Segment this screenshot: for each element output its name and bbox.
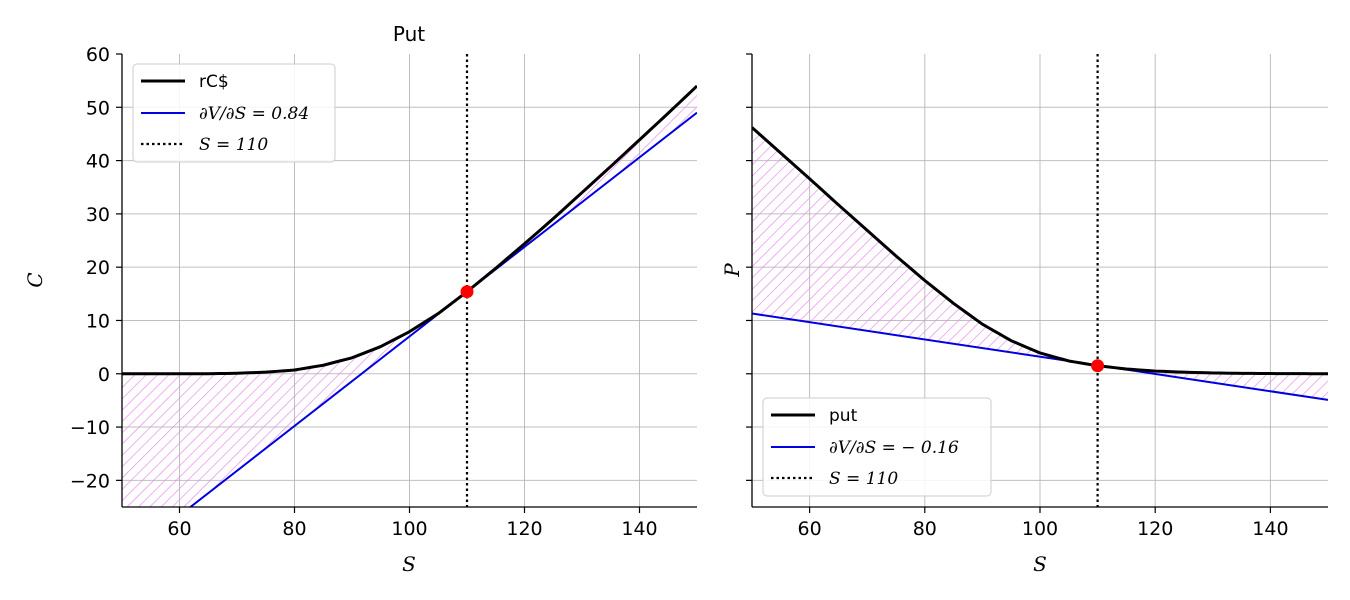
- legend-label-vline: S = 110: [199, 135, 268, 155]
- chart-title: Put: [393, 22, 425, 46]
- x-axis-label: S: [402, 552, 416, 576]
- hatched-region: [752, 127, 1328, 400]
- plot-area: [752, 54, 1328, 507]
- x-tick-label: 140: [621, 518, 657, 540]
- y-axis-label: P: [720, 263, 744, 278]
- tangent-point: [460, 285, 474, 299]
- x-tick-label: 140: [1252, 518, 1288, 540]
- x-tick-label: 60: [798, 518, 822, 540]
- tangent-point: [1091, 359, 1105, 373]
- x-axis-label: S: [1033, 552, 1047, 576]
- y-tick-label: 50: [86, 97, 110, 119]
- y-tick-label: 30: [86, 204, 110, 226]
- x-tick-label: 120: [506, 518, 542, 540]
- x-tick-label: 80: [282, 518, 306, 540]
- y-tick-label: 20: [86, 257, 110, 279]
- y-tick-label: −20: [70, 470, 110, 492]
- call-chart-panel: Put 60 80 100 120 140 −20 −10 0 10 20 30 40 50 60 S …: [23, 22, 697, 576]
- y-tick-marks: [746, 53, 752, 481]
- legend-label-curve: rC$: [199, 72, 229, 92]
- put-chart-panel: 60 80 100 120 140 S P put ∂V/∂S = − 0.16 S =…: [720, 53, 1328, 576]
- legend-label-curve: put: [829, 406, 858, 426]
- legend-label-tangent: ∂V/∂S = 0.84: [199, 104, 309, 124]
- x-tick-label: 120: [1137, 518, 1173, 540]
- y-tick-label: 40: [86, 151, 110, 173]
- y-axis-label: C: [23, 272, 47, 287]
- legend: rC$ ∂V/∂S = 0.84 S = 110: [132, 63, 336, 163]
- legend-box: [132, 63, 336, 163]
- price-curve: [752, 126, 1328, 376]
- y-tick-label: −10: [70, 417, 110, 439]
- y-tick-label: 0: [98, 364, 110, 386]
- plot-area: [122, 54, 697, 507]
- legend-label-vline: S = 110: [829, 469, 898, 489]
- tangent-line: [752, 312, 1328, 401]
- price-curve: [122, 84, 697, 376]
- x-tick-label: 100: [391, 518, 427, 540]
- x-tick-labels: 60 80 100 120 140: [167, 507, 658, 540]
- x-tick-labels: 60 80 100 120 140: [798, 507, 1289, 540]
- y-tick-label: 10: [86, 310, 110, 332]
- y-tick-label: 60: [86, 44, 110, 66]
- x-tick-label: 80: [913, 518, 937, 540]
- hatched-region: [122, 85, 697, 507]
- legend: put ∂V/∂S = − 0.16 S = 110: [762, 397, 992, 497]
- legend-box: [762, 397, 992, 497]
- x-tick-label: 60: [167, 518, 191, 540]
- tangent-line: [188, 111, 697, 507]
- legend-label-tangent: ∂V/∂S = − 0.16: [829, 438, 959, 458]
- x-tick-label: 100: [1022, 518, 1058, 540]
- y-tick-labels: −20 −10 0 10 20 30 40 50 60: [70, 44, 122, 492]
